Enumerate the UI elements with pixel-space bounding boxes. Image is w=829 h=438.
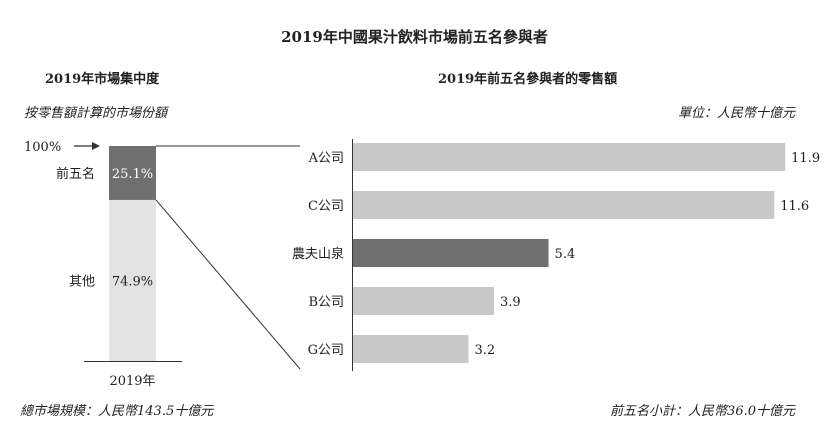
bar-value-label-1: 11.6 [780,199,809,214]
right-chart-unit: 單位：人民幣十億元 [677,106,795,121]
stack-segment-label-0: 25.1% [112,167,153,182]
bar-4 [352,335,469,363]
bar-value-label-0: 11.9 [791,151,820,166]
left-chart-subtitle: 按零售額計算的市場份額 [24,106,168,121]
stack-segment-1 [109,199,156,361]
bar-value-label-2: 5.4 [555,247,576,262]
bar-1 [352,191,775,219]
bar-category-label-3: B公司 [308,295,344,310]
stack-segment-label-1: 74.9% [112,274,153,289]
left-category-label: 2019年 [109,374,155,389]
right-chart-title: 2019年前五名參與者的零售額 [438,72,618,87]
bar-2 [352,239,549,267]
bar-category-label-0: A公司 [308,151,344,166]
stack-series-name-0: 前五名 [56,166,95,182]
left-chart-title: 2019年市場集中度 [45,72,160,87]
bar-value-label-3: 3.9 [500,295,521,310]
left-footnote: 總市場規模：人民幣143.5十億元 [20,404,214,419]
bar-3 [352,287,494,315]
top-marker-arrow-head [92,142,100,150]
connector-bottom-line [155,199,301,370]
bar-category-label-1: C公司 [308,199,344,214]
bar-0 [352,143,786,171]
right-footnote: 前五名小計：人民幣36.0十億元 [610,404,795,419]
bar-category-label-4: G公司 [308,343,344,358]
stack-series-name-1: 其他 [69,274,95,289]
stack-segment-0 [109,146,156,200]
bar-value-label-4: 3.2 [474,343,495,358]
main-title: 2019年中國果汁飲料市場前五名參與者 [281,28,548,46]
bar-category-label-2: 農夫山泉 [292,246,344,262]
top-marker-label: 100% [24,140,61,155]
